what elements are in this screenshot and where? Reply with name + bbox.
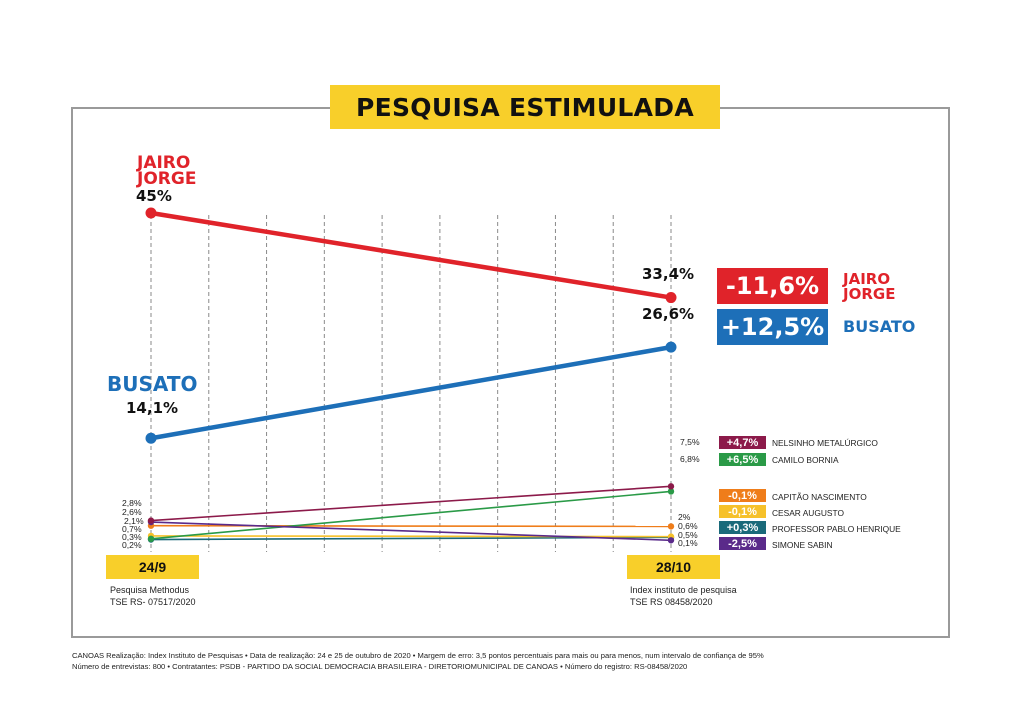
date-left: 24/9 <box>106 555 199 579</box>
cesar-name: CESAR AUGUSTO <box>772 508 844 518</box>
busato-right-name: BUSATO <box>843 317 916 336</box>
camilo-left-value: 0,3% <box>122 532 142 542</box>
pablo-left-value: 0,2% <box>122 540 142 550</box>
series-point-3-1 <box>667 488 675 495</box>
cesar-change-badge: -0,1% <box>719 505 766 518</box>
capitao-change-badge: -0,1% <box>719 489 766 502</box>
title-banner: PESQUISA ESTIMULADA <box>330 85 720 129</box>
series-line-5 <box>150 535 672 538</box>
jairo-left-name-line1: JAIRO <box>137 153 191 173</box>
camilo-change-badge: +6,5% <box>719 453 766 466</box>
jairo-right-name-line1: JAIRO <box>843 270 891 288</box>
busato-left-value: 14,1% <box>126 399 179 417</box>
jairo-right-name: JAIRO JORGE <box>843 272 895 302</box>
pablo-right-value: 0,5% <box>678 530 698 540</box>
jairo-right-value: 33,4% <box>642 265 695 283</box>
simone-left-value: 2,6% <box>122 507 142 517</box>
camilo-right-value: 6,8% <box>680 454 700 464</box>
capitao-left-value: 2,1% <box>124 516 144 526</box>
nelsinho-left-value: 2,8% <box>122 498 142 508</box>
cesar-left-value: 0,7% <box>122 524 142 534</box>
jairo-left-value: 45% <box>136 187 172 205</box>
jairo-change-badge: -11,6% <box>717 268 828 304</box>
capitao-right-value: 2% <box>678 512 691 522</box>
jairo-right-name-line2: JORGE <box>843 285 896 303</box>
nelsinho-right-value: 7,5% <box>680 437 700 447</box>
series-line-3 <box>150 490 672 540</box>
series-point-4-1 <box>667 523 675 530</box>
jairo-left-name: JAIRO JORGE <box>137 153 197 189</box>
source-right-line2: TSE RS 08458/2020 <box>630 597 713 607</box>
source-right-line1: Index instituto de pesquisa <box>630 585 737 595</box>
series-point-2-0 <box>147 517 155 524</box>
date-right: 28/10 <box>627 555 720 579</box>
simone-name: SIMONE SABIN <box>772 540 833 550</box>
capitao-name: CAPITÃO NASCIMENTO <box>772 492 867 502</box>
footer-line1: CANOAS Realização: Index Instituto de Pe… <box>72 651 764 660</box>
chart-title: PESQUISA ESTIMULADA <box>355 92 694 122</box>
series-point-0-0 <box>145 207 157 219</box>
series-point-1-1 <box>665 341 677 353</box>
series-point-0-1 <box>665 292 677 304</box>
source-left-line1: Pesquisa Methodus <box>110 585 190 595</box>
series-line-1 <box>150 344 672 441</box>
simone-right-value: 0,1% <box>678 538 698 548</box>
busato-left-name: BUSATO <box>107 372 198 396</box>
cesar-right-value: 0,6% <box>678 521 698 531</box>
busato-change-badge: +12,5% <box>717 309 828 345</box>
pablo-change-badge: +0,3% <box>719 521 766 534</box>
source-left: Pesquisa Methodus TSE RS- 07517/2020 <box>110 584 196 608</box>
jairo-left-name-line2: JORGE <box>137 169 197 189</box>
series-line-0 <box>150 210 672 300</box>
nelsinho-name: NELSINHO METALÚRGICO <box>772 438 878 448</box>
source-left-line2: TSE RS- 07517/2020 <box>110 597 196 607</box>
series-line-4 <box>150 524 672 528</box>
series-point-7-1 <box>667 537 675 544</box>
pablo-name: PROFESSOR PABLO HENRIQUE <box>772 524 901 534</box>
simone-change-badge: -2,5% <box>719 537 766 550</box>
series-point-3-0 <box>147 535 155 543</box>
series-point-1-0 <box>145 432 157 444</box>
nelsinho-change-badge: +4,7% <box>719 436 766 449</box>
busato-right-value: 26,6% <box>642 305 695 323</box>
source-right: Index instituto de pesquisa TSE RS 08458… <box>630 584 737 608</box>
footer-line2: Número de entrevistas: 800 • Contratante… <box>72 662 688 671</box>
series-line-2 <box>150 485 672 522</box>
series-point-2-1 <box>667 483 675 490</box>
camilo-name: CAMILO BORNIA <box>772 455 839 465</box>
series-line-7 <box>150 521 672 542</box>
